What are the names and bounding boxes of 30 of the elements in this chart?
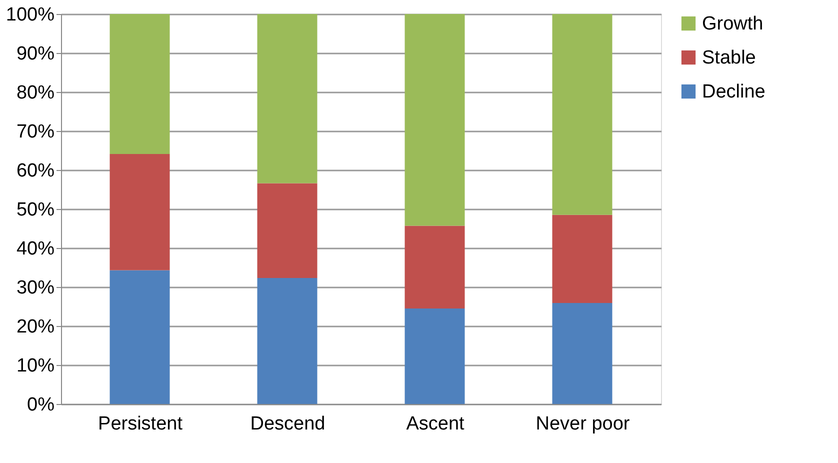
y-tick-label: 60% [16,160,55,182]
x-tick-label: Never poor [536,414,630,434]
x-tick-label: Descend [250,414,326,434]
legend-label: Stable [702,48,756,68]
bar [404,14,465,226]
bar [552,302,612,404]
bar [110,154,170,270]
legend-label: Growth [702,14,764,34]
y-tick-label: 10% [16,356,55,376]
bar [404,308,465,404]
y-tick-label: 40% [16,238,55,260]
bar [110,14,170,154]
y-tick-label: 100% [6,4,55,26]
legend-label: Decline [702,82,766,102]
y-tick-label: 70% [16,122,55,142]
bar [552,214,612,303]
y-tick-label: 50% [16,200,55,220]
x-tick-label: Ascent [406,414,466,434]
bar [404,226,465,308]
y-tick-label: 80% [16,82,55,104]
x-tick-label: Persistent [98,414,184,434]
bar [257,183,318,278]
y-tick-label: 90% [16,44,55,64]
y-tick-label: 30% [16,278,55,298]
bar [257,278,318,404]
y-tick-label: 20% [16,316,55,338]
bar [257,14,318,184]
y-tick-label: 0% [27,394,55,416]
bar [110,270,170,404]
bar [552,14,612,215]
